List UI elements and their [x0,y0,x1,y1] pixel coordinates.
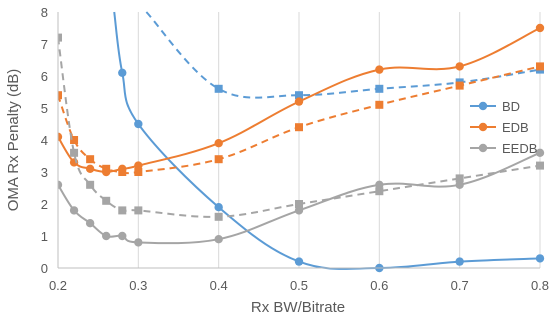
legend-item-edb: EDB [470,120,529,135]
y-tick-label: 1 [41,229,48,244]
data-point-circle [134,119,143,129]
data-point-square [102,196,111,205]
data-point-square [134,206,143,215]
data-point-square [375,84,384,93]
data-point-square [214,155,223,164]
data-point-square [375,187,384,196]
data-point-circle [69,206,79,215]
series-dashed-line [58,65,541,175]
data-point-square [86,180,95,189]
series-eedb [58,33,545,247]
data-point-square [295,200,303,208]
legend-swatch-marker [478,122,488,132]
legend-item-eedb: EEDB [470,141,537,156]
data-point-circle [134,161,143,170]
grid-lines [137,12,541,268]
data-point-square [70,136,79,144]
data-point-square [455,174,464,183]
y-tick-label: 5 [41,101,48,116]
y-tick-label: 6 [41,69,48,84]
x-tick-label: 0.7 [451,278,469,293]
data-point-circle [118,164,127,173]
x-tick-label: 0.3 [129,278,147,293]
data-point-circle [85,164,95,173]
x-axis-title: Rx BW/Bitrate [251,299,345,316]
data-point-square [118,206,127,215]
data-point-square [58,33,62,42]
series-dashed-line [145,11,541,99]
data-point-circle [214,235,223,244]
legend-label: BD [502,99,520,114]
data-point-circle [375,65,384,74]
data-point-circle [214,139,223,148]
data-point-circle [214,203,223,212]
data-point-circle [455,180,464,189]
y-tick-label: 3 [41,165,48,180]
series-edb [58,23,545,177]
data-point-circle [294,97,304,106]
x-tick-label: 0.5 [290,278,308,293]
data-point-circle [535,254,545,263]
data-point-square [214,84,223,93]
data-point-circle [375,180,384,189]
data-point-square [86,155,95,164]
data-point-circle [455,62,464,71]
data-point-square [455,81,464,90]
legend: BD EDB EEDB [470,99,537,156]
y-tick-label: 7 [41,37,48,52]
data-point-square [536,161,544,170]
data-point-square [295,123,303,132]
y-tick-label: 0 [41,261,48,276]
data-point-square [214,212,223,221]
data-point-circle [102,231,111,241]
x-tick-label: 0.2 [49,278,67,293]
series-group [58,11,545,273]
data-point-square [295,91,303,100]
data-point-square [58,91,62,100]
y-tick-label: 8 [41,5,48,20]
data-point-square [134,168,143,176]
data-point-circle [58,180,63,189]
data-point-square [536,62,544,71]
legend-label: EEDB [502,141,537,156]
data-point-square [375,100,384,109]
data-point-circle [118,68,127,78]
data-point-circle [118,231,127,241]
x-tick-label: 0.8 [531,278,549,293]
data-point-circle [58,132,63,141]
y-tick-label: 4 [41,133,48,148]
data-point-circle [535,148,545,157]
data-point-circle [535,23,545,33]
data-point-circle [294,206,304,215]
y-axis-title: OMA Rx Penalty (dB) [5,69,22,212]
data-point-circle [294,257,304,266]
legend-swatch-marker [478,101,488,111]
legend-label: EDB [502,120,529,135]
data-point-circle [455,257,464,266]
data-point-circle [134,238,143,247]
x-tick-label: 0.6 [370,278,388,293]
y-tick-label: 2 [41,197,48,212]
legend-swatch-marker [478,143,488,153]
legend-item-bd: BD [470,99,520,114]
data-point-circle [102,167,111,177]
series-bd [113,11,545,273]
data-point-square [70,148,79,157]
axes: 0.2 0.3 0.4 0.5 0.6 0.7 0.8 0 1 2 3 4 5 6 7 8 [41,5,549,293]
data-point-circle [85,219,95,228]
series-solid-line [113,11,541,270]
x-tick-label: 0.4 [210,278,228,293]
